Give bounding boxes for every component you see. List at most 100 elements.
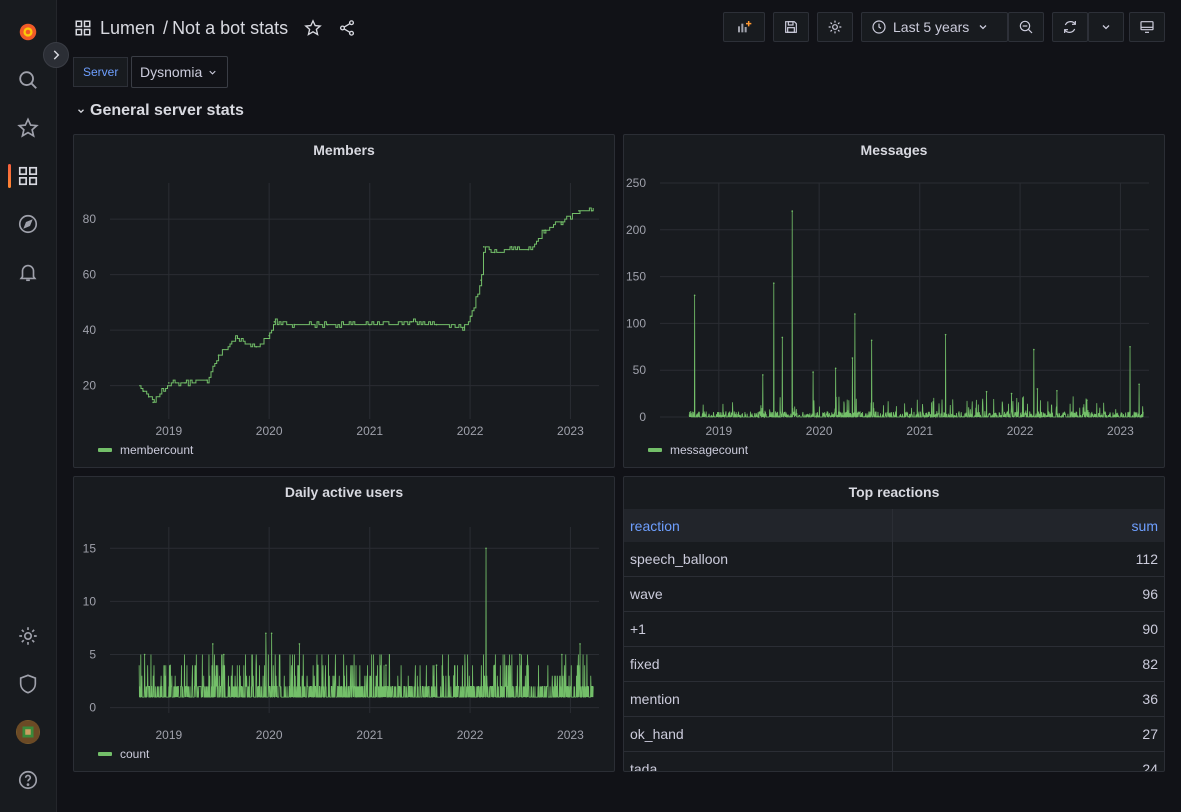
data-point — [791, 210, 794, 212]
refresh-interval-dropdown[interactable] — [1088, 12, 1124, 42]
alerting-icon[interactable] — [12, 256, 44, 288]
save-icon — [785, 21, 797, 33]
panel-title[interactable]: Messages — [860, 142, 928, 158]
legend-item[interactable]: messagecount — [648, 443, 748, 457]
legend-label: messagecount — [670, 443, 749, 457]
star-icon[interactable] — [304, 19, 322, 37]
save-dashboard-button[interactable] — [773, 12, 809, 42]
members-chart: 20 40 60 80 2019 2020 2021 2022 2023 — [83, 183, 599, 438]
table-row: speech_balloon 112 — [624, 542, 1164, 577]
data-point — [1086, 399, 1088, 401]
data-point — [147, 395, 150, 398]
data-point — [168, 382, 170, 384]
dashboard-title[interactable]: Not a bot stats — [172, 17, 289, 38]
table-header: reaction sum — [624, 509, 1164, 542]
data-point — [435, 664, 438, 666]
search-icon[interactable] — [12, 64, 44, 96]
user-avatar[interactable] — [12, 716, 44, 748]
column-header-reaction[interactable]: reaction — [624, 509, 893, 542]
x-tick-label: 2019 — [705, 424, 732, 438]
breadcrumb-folder[interactable]: Lumen — [100, 17, 156, 38]
add-panel-button[interactable] — [723, 12, 765, 42]
breadcrumb-separator: / — [163, 17, 169, 38]
data-point — [851, 357, 854, 359]
data-point — [762, 374, 764, 376]
time-range-picker[interactable]: Last 5 years — [861, 12, 1008, 42]
x-tick-label: 2021 — [906, 424, 933, 438]
tv-mode-button[interactable] — [1129, 12, 1165, 42]
top-reactions-panel: Top reactions reaction sum speech_balloo… — [623, 476, 1165, 772]
data-point — [217, 354, 220, 356]
server-variable-select[interactable]: Dysnomia — [131, 56, 228, 88]
starred-icon[interactable] — [12, 112, 44, 144]
data-point — [268, 334, 270, 337]
table-row: tada 24 — [624, 752, 1164, 771]
row-title: General server stats — [90, 102, 244, 119]
data-point — [485, 547, 487, 550]
y-tick-label: 150 — [626, 270, 646, 284]
settings-gear-icon — [828, 20, 842, 34]
help-icon[interactable] — [12, 764, 44, 796]
clock-icon — [872, 20, 886, 34]
dashboards-icon[interactable] — [8, 160, 44, 192]
data-point — [519, 653, 521, 656]
members-panel: Members 20 40 60 80 2019 2020 2021 2022 2023 mem… — [73, 134, 615, 468]
reaction-cell: fixed — [624, 647, 893, 681]
sidebar-expand-button[interactable] — [43, 42, 69, 68]
y-tick-label: 60 — [83, 268, 97, 282]
monitor-icon — [1140, 21, 1154, 33]
data-point — [206, 379, 208, 381]
refresh-button[interactable] — [1052, 12, 1088, 42]
data-point — [834, 367, 837, 370]
configuration-gear-icon[interactable] — [12, 620, 44, 652]
data-point — [591, 209, 593, 212]
panel-title[interactable]: Members — [313, 142, 375, 158]
grafana-logo-icon[interactable] — [12, 16, 44, 48]
share-icon[interactable] — [338, 19, 356, 37]
data-point — [270, 632, 273, 635]
data-point — [494, 251, 496, 254]
reaction-cell: +1 — [624, 612, 893, 646]
table-row: mention 36 — [624, 682, 1164, 717]
x-tick-label: 2022 — [457, 728, 484, 742]
sum-cell: 27 — [1142, 726, 1158, 742]
series-line-membercount — [139, 207, 594, 403]
data-point — [812, 371, 814, 373]
series-line-count — [138, 548, 594, 698]
data-point — [781, 336, 784, 339]
variable-label-server: Server — [73, 57, 129, 87]
legend-swatch — [648, 448, 662, 452]
sum-cell: 82 — [1142, 656, 1158, 672]
row-header[interactable]: General server stats — [76, 100, 244, 122]
shield-icon[interactable] — [12, 668, 44, 700]
x-tick-label: 2020 — [806, 424, 833, 438]
panel-title[interactable]: Daily active users — [284, 484, 404, 500]
y-tick-label: 50 — [633, 363, 647, 377]
data-point — [693, 294, 696, 297]
legend-item[interactable]: count — [98, 747, 149, 761]
data-point — [222, 653, 225, 656]
sum-cell: 90 — [1142, 621, 1158, 637]
sidebar — [0, 0, 57, 812]
explore-icon[interactable] — [12, 208, 44, 240]
y-tick-label: 250 — [626, 176, 646, 190]
daily-active-users-chart: 0 5 10 15 2019 2020 2021 2022 2023 — [83, 527, 599, 742]
y-tick-label: 40 — [83, 323, 97, 337]
column-header-sum[interactable]: sum — [1131, 517, 1158, 534]
data-point — [1138, 383, 1140, 386]
dashboard-settings-button[interactable] — [817, 12, 853, 42]
table-row: wave 96 — [624, 577, 1164, 612]
y-tick-label: 15 — [83, 541, 97, 555]
x-tick-label: 2021 — [356, 424, 383, 438]
data-point — [142, 390, 145, 393]
zoom-out-button[interactable] — [1008, 12, 1044, 42]
data-point — [1033, 348, 1035, 351]
legend-label: count — [120, 747, 150, 761]
data-point — [944, 333, 947, 336]
legend-item[interactable]: membercount — [98, 443, 193, 457]
y-tick-label: 0 — [89, 701, 96, 715]
panel-title[interactable]: Top reactions — [848, 484, 940, 500]
data-point — [561, 653, 563, 656]
x-tick-label: 2019 — [155, 424, 182, 438]
data-point — [368, 323, 371, 326]
